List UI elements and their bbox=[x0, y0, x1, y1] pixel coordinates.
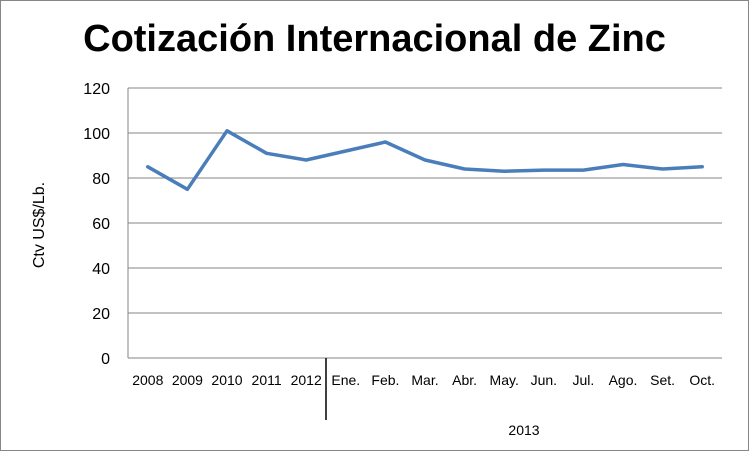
data-point bbox=[661, 167, 664, 171]
data-point bbox=[423, 158, 427, 162]
data-point bbox=[582, 168, 585, 172]
y-tick-label: 120 bbox=[83, 81, 110, 98]
x-group-label: 2013 bbox=[508, 422, 539, 438]
x-tick-labels: 2008 2009 2010 2011 2012 Ene. Feb. Mar. Abr. May.… bbox=[132, 372, 715, 388]
data-point bbox=[186, 188, 189, 191]
data-point bbox=[542, 168, 545, 172]
data-point bbox=[225, 129, 229, 132]
x-tick-label: May. bbox=[490, 372, 519, 388]
x-tick-label: Ene. bbox=[331, 372, 360, 388]
x-tick-label: Ago. bbox=[609, 372, 638, 388]
data-point bbox=[305, 158, 308, 162]
data-point bbox=[621, 163, 625, 166]
y-tick-label: 80 bbox=[92, 171, 110, 188]
x-tick-label: 2008 bbox=[132, 372, 163, 388]
data-point bbox=[701, 165, 704, 168]
data-point bbox=[344, 149, 347, 153]
data-point bbox=[384, 140, 387, 144]
data-point bbox=[265, 152, 268, 155]
series-group bbox=[146, 129, 704, 192]
y-tick-label: 100 bbox=[83, 126, 110, 143]
x-tick-label: 2010 bbox=[211, 372, 242, 388]
y-tick-labels: 0 20 40 60 80 100 120 bbox=[83, 81, 110, 368]
chart-title: Cotización Internacional de Zinc bbox=[83, 18, 666, 60]
x-tick-label: 2011 bbox=[252, 372, 282, 388]
x-tick-label: Jul. bbox=[573, 372, 595, 388]
y-tick-label: 20 bbox=[92, 306, 110, 323]
y-tick-label: 60 bbox=[92, 216, 110, 233]
data-point bbox=[463, 167, 466, 171]
x-tick-label: Mar. bbox=[411, 372, 438, 388]
y-tick-label: 0 bbox=[101, 351, 110, 368]
y-tick-label: 40 bbox=[92, 261, 110, 278]
x-tick-label: Feb. bbox=[371, 372, 399, 388]
x-tick-label: 2012 bbox=[291, 372, 322, 388]
x-tick-label: Jun. bbox=[531, 372, 557, 388]
x-tick-label: Set. bbox=[650, 372, 675, 388]
data-point bbox=[503, 170, 506, 173]
data-point bbox=[146, 165, 149, 168]
x-tick-label: Oct. bbox=[689, 372, 715, 388]
gridlines bbox=[127, 87, 722, 420]
x-tick-label: Abr. bbox=[452, 372, 477, 388]
x-tick-label: 2009 bbox=[172, 372, 203, 388]
